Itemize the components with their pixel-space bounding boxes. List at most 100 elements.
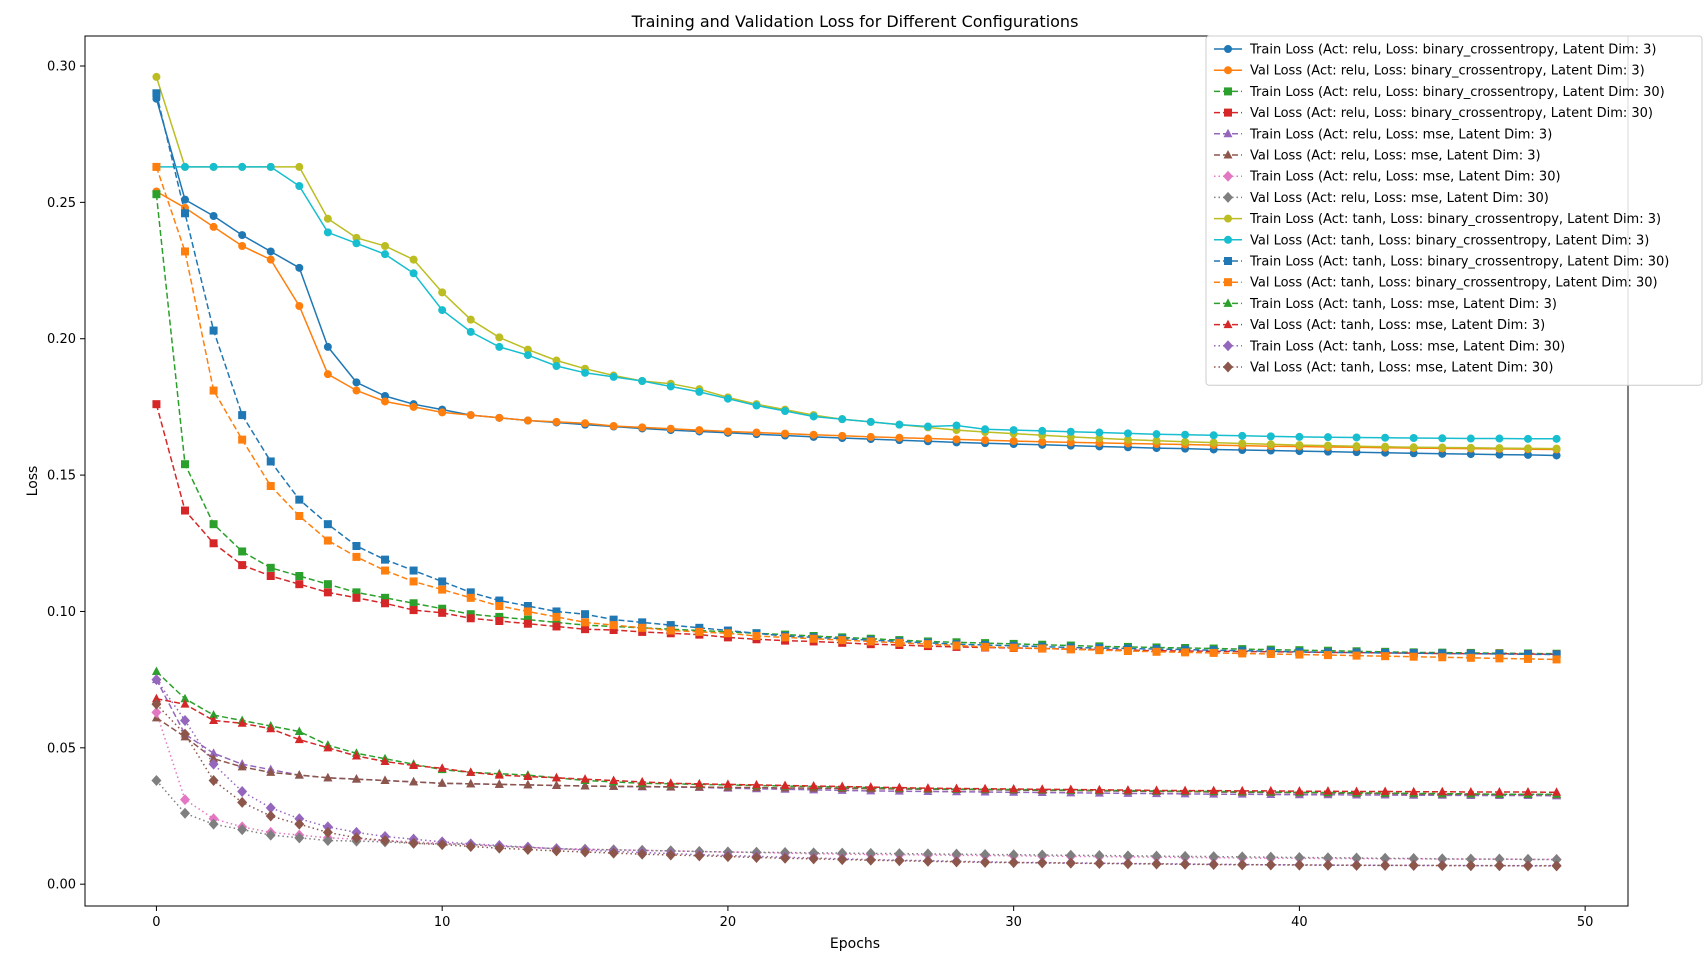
data-point (495, 413, 504, 422)
data-point (722, 851, 733, 863)
data-point (923, 434, 932, 443)
data-point (438, 585, 447, 594)
data-point (781, 633, 790, 642)
data-point (466, 614, 475, 623)
y-tick-label: 0.00 (47, 878, 76, 893)
data-point (638, 618, 647, 627)
data-point (322, 835, 333, 847)
series-14 (151, 693, 1562, 796)
data-point (666, 382, 675, 391)
data-point (266, 723, 276, 733)
legend-marker (1223, 298, 1233, 307)
data-point (494, 779, 504, 788)
data-point (323, 588, 332, 597)
series-line (155, 166, 1557, 661)
data-point (952, 435, 961, 444)
legend-label: Val Loss (Act: tanh, Loss: binary_crosse… (1250, 233, 1649, 248)
data-point (294, 726, 304, 735)
data-point (1294, 786, 1304, 795)
data-point (266, 572, 275, 580)
data-point (952, 783, 962, 792)
data-point (781, 429, 790, 438)
data-point (552, 618, 561, 627)
data-point (1381, 433, 1390, 442)
data-point (494, 842, 505, 854)
data-point (1409, 443, 1418, 452)
data-point (1551, 854, 1562, 866)
data-point (666, 424, 675, 433)
data-point (180, 807, 191, 819)
data-point (1123, 647, 1132, 655)
y-tick-label: 0.25 (47, 196, 76, 211)
data-point (381, 555, 390, 564)
legend-item: Train Loss (Act: relu, Loss: mse, Latent… (1214, 170, 1561, 185)
data-point (1381, 442, 1390, 451)
data-point (352, 239, 361, 248)
data-point (409, 776, 419, 786)
series-12 (152, 162, 1561, 664)
data-point (209, 222, 218, 231)
x-tick-label: 0 (152, 915, 160, 930)
data-point (381, 566, 390, 575)
series-line (155, 93, 1557, 656)
data-point (1495, 450, 1504, 459)
data-point (1466, 434, 1475, 443)
data-point (837, 847, 848, 859)
data-point (381, 397, 390, 406)
data-point (238, 231, 247, 240)
data-point (238, 561, 247, 570)
data-point (866, 432, 875, 441)
data-point (1323, 441, 1332, 450)
data-point (1066, 784, 1076, 794)
legend-item: Val Loss (Act: relu, Loss: binary_crosse… (1214, 64, 1645, 79)
legend-label: Val Loss (Act: tanh, Loss: binary_crosse… (1250, 276, 1658, 291)
data-point (295, 263, 304, 272)
legend-marker (1223, 361, 1233, 373)
data-point (552, 622, 561, 631)
data-point (895, 433, 904, 442)
data-point (437, 763, 447, 772)
data-point (1294, 859, 1305, 871)
data-point (1123, 435, 1132, 444)
data-point (894, 782, 904, 792)
data-point (809, 781, 819, 790)
legend-label: Val Loss (Act: relu, Loss: binary_crosse… (1250, 106, 1653, 121)
data-point (152, 190, 161, 199)
x-tick-label: 10 (434, 915, 451, 930)
data-point (380, 775, 390, 785)
data-point (180, 693, 190, 703)
data-point (181, 247, 190, 256)
data-point (265, 810, 276, 822)
data-point (638, 627, 647, 636)
data-point (495, 612, 504, 621)
legend-item: Val Loss (Act: tanh, Loss: binary_crosse… (1214, 276, 1658, 291)
data-point (1523, 450, 1532, 459)
data-point (1523, 434, 1532, 443)
data-point (237, 796, 248, 808)
data-point (323, 580, 332, 589)
data-point (1266, 650, 1275, 658)
data-point (352, 588, 361, 597)
legend-item: Val Loss (Act: relu, Loss: binary_crosse… (1214, 106, 1653, 121)
legend-item: Val Loss (Act: tanh, Loss: binary_crosse… (1214, 233, 1649, 248)
series-line (156, 166, 1557, 440)
data-point (1238, 431, 1247, 440)
data-point (951, 856, 962, 868)
data-point (780, 780, 790, 789)
data-point (609, 781, 619, 790)
data-point (809, 412, 818, 421)
data-point (438, 306, 447, 315)
data-point (237, 824, 248, 836)
data-point (238, 411, 247, 420)
data-point (1323, 786, 1333, 795)
data-point (1551, 860, 1562, 872)
data-point (1209, 785, 1219, 795)
data-point (180, 715, 191, 727)
data-point (580, 774, 590, 783)
legend-marker (1223, 150, 1233, 159)
data-point (266, 457, 275, 466)
data-point (1352, 433, 1361, 442)
data-point (1295, 441, 1304, 450)
data-point (638, 423, 647, 432)
data-point (438, 577, 447, 586)
